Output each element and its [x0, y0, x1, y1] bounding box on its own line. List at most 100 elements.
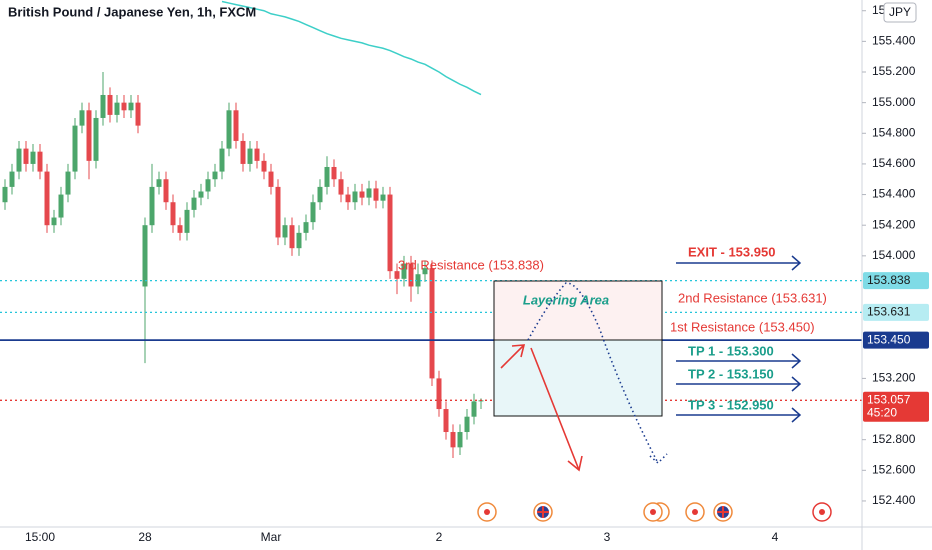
plot-area [0, 0, 862, 459]
candle-body [401, 263, 407, 279]
red-arrow [500, 344, 583, 472]
candle-body [268, 171, 274, 187]
candle-body [44, 171, 50, 226]
candle-body [149, 186, 155, 226]
annotation: EXIT - 153.950 [688, 244, 775, 259]
y-tick-label: 154.000 [872, 248, 916, 262]
candle-body [107, 94, 113, 115]
candle-body [310, 202, 316, 223]
candle-body [387, 194, 393, 272]
candle-body [422, 268, 428, 275]
candle-body [303, 222, 309, 233]
candle-body [345, 194, 351, 203]
y-tick-label: 153.200 [872, 371, 916, 385]
candle-body [93, 117, 99, 161]
candle-body [324, 166, 330, 187]
candle-body [457, 432, 463, 448]
candle-body [226, 110, 232, 149]
x-tick-label: 3 [604, 530, 611, 544]
annotation: 2nd Resistance (153.631) [678, 290, 827, 305]
candle-body [261, 160, 267, 172]
target-arrows [676, 255, 802, 423]
annotation: TP 2 - 153.150 [688, 366, 774, 381]
candle-body [275, 186, 281, 238]
candle-body [240, 140, 246, 164]
candle-body [205, 179, 211, 192]
candle-body [191, 197, 197, 210]
price-badge [863, 272, 929, 290]
candle-body [100, 94, 106, 118]
price-badge-label: 153.057 [867, 392, 911, 406]
annotation: TP 1 - 153.300 [688, 343, 774, 358]
candle-body [429, 268, 435, 379]
event-icons [477, 502, 832, 522]
candle-body [352, 191, 358, 203]
candle-body [16, 148, 22, 172]
candle-body [436, 378, 442, 410]
y-tick-label: 154.200 [872, 217, 916, 231]
candle-body [219, 148, 225, 172]
candle-body [471, 401, 477, 417]
candle-body [450, 432, 456, 448]
candle-body [51, 217, 57, 226]
candle-body [114, 102, 120, 115]
projection-path [527, 282, 668, 465]
candle-body [464, 416, 470, 433]
candle-body [23, 148, 29, 164]
candle-body [79, 110, 85, 126]
candle-body [380, 194, 386, 201]
candle-body [212, 171, 218, 180]
candle-body [317, 186, 323, 203]
candle-body [338, 179, 344, 195]
chart-title: British Pound / Japanese Yen, 1h, FXCM [8, 4, 256, 19]
candle-body [135, 102, 141, 126]
x-tick-label: 2 [436, 530, 443, 544]
y-tick-label: 155.000 [872, 95, 916, 109]
candle-body [415, 274, 421, 287]
price-badge-label: 153.631 [867, 305, 911, 319]
layering-label: Layering Area [523, 292, 609, 307]
candle-body [198, 191, 204, 198]
candle-body [359, 191, 365, 198]
candle-body [184, 209, 190, 233]
y-tick-label: 154.800 [872, 125, 916, 139]
candle-body [254, 148, 260, 161]
candle-body [443, 409, 449, 433]
candle-body [121, 102, 127, 111]
x-tick-label: 4 [772, 530, 779, 544]
price-badge [863, 391, 929, 422]
currency-label[interactable]: JPY [889, 5, 911, 19]
candle-body [289, 225, 295, 249]
currency-badge[interactable] [883, 2, 917, 23]
candle-body [86, 110, 92, 161]
candle-body [163, 179, 169, 203]
candle-body [72, 125, 78, 172]
candle-body [128, 102, 134, 111]
x-tick-label: Mar [261, 530, 282, 544]
candle-body [366, 188, 372, 198]
price-badge-label: 153.450 [867, 332, 911, 346]
candle-body [2, 186, 8, 203]
candle-body [408, 263, 414, 287]
countdown: 45:20 [867, 405, 897, 419]
y-tick-label: 154.600 [872, 156, 916, 170]
moving-average [221, 0, 482, 96]
target-zone [493, 339, 663, 417]
candle-body [373, 188, 379, 201]
candle-body [156, 179, 162, 187]
y-tick-label: 152.800 [872, 432, 916, 446]
price-badge [863, 331, 929, 349]
candle-body [331, 166, 337, 180]
y-tick-label: 154.400 [872, 187, 916, 201]
candle-body [58, 194, 64, 218]
annotation: 1st Resistance (153.450) [670, 319, 815, 334]
candle-body [296, 232, 302, 249]
candle-body [177, 225, 183, 233]
candle-body [37, 151, 43, 172]
candle-body [142, 225, 148, 287]
candle-body [170, 202, 176, 226]
candle-body [233, 110, 239, 141]
candle-body [30, 151, 36, 164]
candle-body [394, 271, 400, 279]
